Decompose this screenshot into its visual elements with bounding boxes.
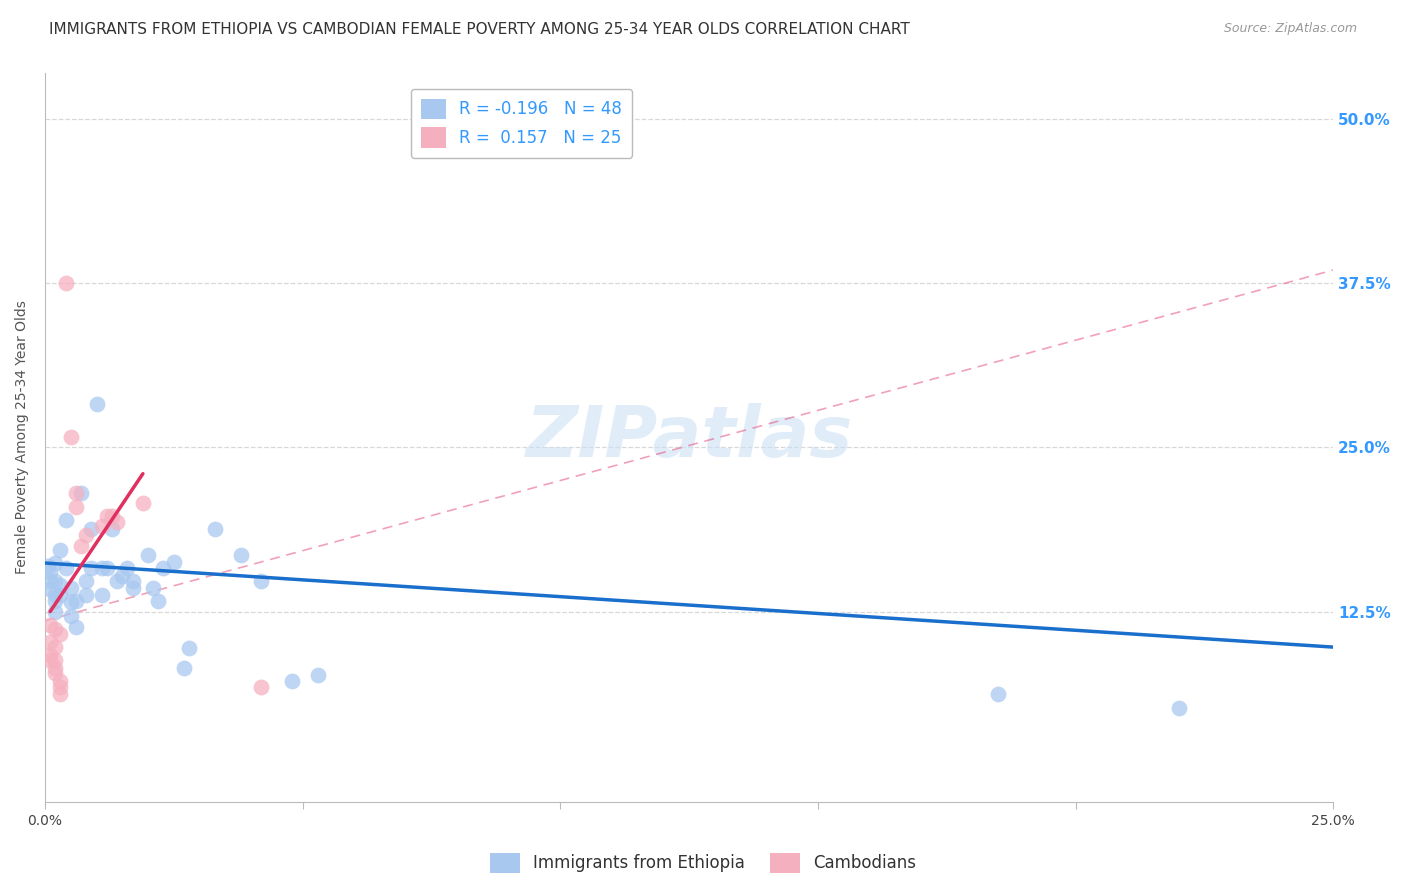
Point	[148, 594, 170, 608]
Point	[39, 574, 62, 589]
Point	[49, 627, 72, 641]
Point	[49, 588, 72, 602]
Point	[96, 508, 118, 523]
Point	[101, 508, 124, 523]
Text: Source: ZipAtlas.com: Source: ZipAtlas.com	[1223, 22, 1357, 36]
Point	[44, 622, 66, 636]
Point	[44, 661, 66, 675]
Point	[1167, 700, 1189, 714]
Point	[121, 581, 143, 595]
Point	[59, 581, 82, 595]
Point	[55, 561, 77, 575]
Point	[49, 674, 72, 689]
Point	[39, 653, 62, 667]
Point	[37, 558, 59, 573]
Point	[59, 608, 82, 623]
Point	[44, 574, 66, 589]
Point	[70, 539, 93, 553]
Point	[59, 595, 82, 609]
Point	[204, 522, 226, 536]
Point	[163, 555, 186, 569]
Legend: R = -0.196   N = 48, R =  0.157   N = 25: R = -0.196 N = 48, R = 0.157 N = 25	[411, 88, 633, 158]
Point	[44, 556, 66, 570]
Point	[44, 640, 66, 654]
Point	[75, 528, 97, 542]
Point	[75, 574, 97, 589]
Point	[44, 666, 66, 681]
Point	[44, 653, 66, 667]
Point	[281, 674, 304, 689]
Point	[39, 648, 62, 662]
Point	[987, 687, 1010, 701]
Y-axis label: Female Poverty Among 25-34 Year Olds: Female Poverty Among 25-34 Year Olds	[15, 301, 30, 574]
Point	[75, 588, 97, 602]
Point	[86, 397, 108, 411]
Point	[59, 430, 82, 444]
Point	[39, 617, 62, 632]
Point	[80, 522, 103, 536]
Point	[173, 661, 195, 675]
Point	[142, 581, 165, 595]
Point	[65, 500, 87, 514]
Point	[55, 513, 77, 527]
Legend: Immigrants from Ethiopia, Cambodians: Immigrants from Ethiopia, Cambodians	[484, 847, 922, 880]
Point	[90, 519, 112, 533]
Point	[132, 495, 155, 509]
Point	[49, 687, 72, 701]
Point	[90, 561, 112, 575]
Point	[250, 574, 273, 589]
Point	[101, 522, 124, 536]
Point	[136, 548, 159, 562]
Point	[117, 561, 139, 575]
Point	[96, 561, 118, 575]
Point	[49, 578, 72, 592]
Point	[39, 566, 62, 580]
Point	[39, 582, 62, 597]
Text: ZIPatlas: ZIPatlas	[526, 403, 853, 472]
Point	[179, 641, 201, 656]
Point	[65, 486, 87, 500]
Point	[65, 620, 87, 634]
Point	[49, 680, 72, 694]
Point	[229, 548, 252, 562]
Point	[152, 561, 174, 575]
Point	[44, 594, 66, 608]
Text: IMMIGRANTS FROM ETHIOPIA VS CAMBODIAN FEMALE POVERTY AMONG 25-34 YEAR OLDS CORRE: IMMIGRANTS FROM ETHIOPIA VS CAMBODIAN FE…	[49, 22, 910, 37]
Point	[44, 605, 66, 619]
Point	[121, 574, 143, 589]
Point	[105, 516, 128, 530]
Point	[55, 276, 77, 290]
Point	[250, 680, 273, 694]
Point	[80, 561, 103, 575]
Point	[39, 635, 62, 649]
Point	[105, 574, 128, 589]
Point	[65, 594, 87, 608]
Point	[307, 667, 329, 681]
Point	[70, 486, 93, 500]
Point	[90, 588, 112, 602]
Point	[49, 542, 72, 557]
Point	[44, 588, 66, 602]
Point	[111, 569, 134, 583]
